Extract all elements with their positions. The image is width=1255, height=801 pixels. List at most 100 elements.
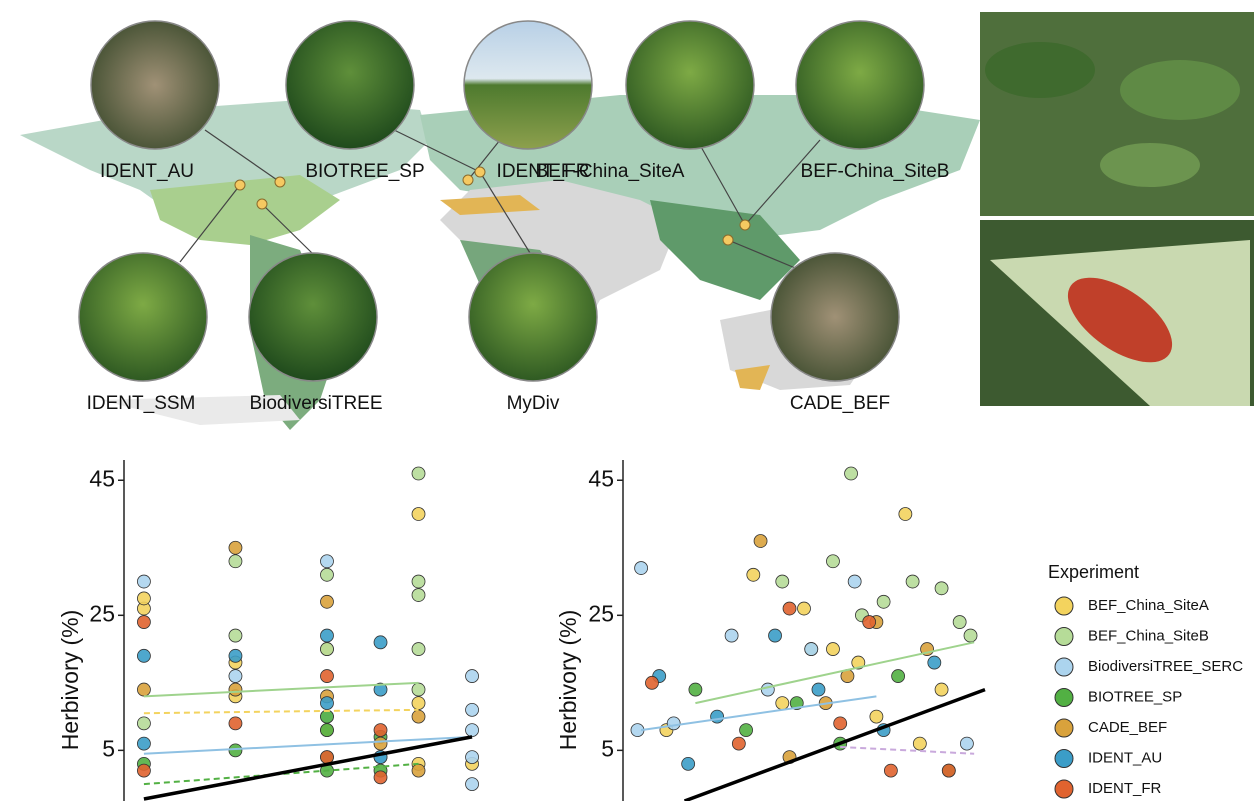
point: [724, 628, 739, 643]
point: [898, 507, 913, 521]
point: [411, 507, 426, 521]
point: [844, 466, 858, 481]
point: [137, 648, 151, 663]
point: [847, 574, 862, 589]
legend-label: IDENT_FR: [1088, 780, 1162, 797]
fit-line: [683, 687, 986, 801]
legend-marker: [1054, 627, 1074, 646]
site-label: BEF-China_SiteB: [801, 161, 950, 182]
point: [137, 615, 151, 629]
legend-title: Experiment: [1048, 562, 1139, 582]
point: [681, 756, 696, 771]
site-labels: IDENT_AU BIOTREE_SP IDENT_FRBEF-China_Site…: [87, 161, 950, 414]
point: [320, 554, 334, 569]
legend-label: BiodiversiTREE_SERC: [1088, 658, 1243, 675]
point: [731, 736, 746, 751]
point: [963, 628, 978, 643]
point: [228, 743, 243, 758]
point: [228, 540, 243, 555]
point: [373, 723, 388, 737]
point: [373, 682, 388, 697]
point: [826, 642, 840, 656]
site-label: IDENT_AU: [100, 161, 194, 182]
point: [137, 574, 151, 589]
y-tick-label: 45: [89, 465, 115, 491]
point: [320, 594, 334, 609]
fit-line: [143, 735, 473, 755]
point: [912, 736, 927, 751]
site-label: IDENT_FR: [497, 161, 590, 182]
plot: [630, 466, 986, 801]
legend-label: BEF_China_SiteA: [1088, 597, 1209, 614]
site-photos: [78, 20, 925, 382]
point: [782, 601, 797, 616]
point: [137, 763, 151, 778]
point: [228, 716, 243, 731]
point: [645, 675, 659, 690]
site-dots: [234, 166, 751, 246]
point: [768, 628, 782, 643]
point: [891, 669, 906, 683]
point: [373, 635, 388, 650]
point: [411, 642, 426, 656]
point: [411, 763, 426, 778]
point: [905, 574, 920, 589]
point: [320, 628, 334, 643]
legend-label: CADE_BEF: [1088, 719, 1167, 736]
point: [862, 615, 877, 629]
point: [746, 567, 761, 582]
point: [804, 642, 819, 656]
point: [228, 628, 243, 643]
point: [688, 682, 703, 697]
point: [833, 716, 848, 731]
legend-marker: [1054, 596, 1074, 616]
y-tick-label: 45: [588, 465, 614, 491]
point: [465, 723, 479, 737]
fit-line: [840, 745, 975, 755]
point: [137, 736, 151, 751]
point: [710, 709, 725, 724]
fit-line: [695, 641, 975, 705]
point: [373, 736, 388, 751]
point: [228, 554, 243, 569]
legend-marker: [1054, 688, 1074, 707]
point: [411, 574, 426, 589]
point: [373, 770, 388, 785]
point: [411, 709, 426, 724]
y-axis-label: Herbivory (%): [57, 610, 83, 751]
point: [934, 581, 949, 596]
y-axis-label: Herbivory (%): [555, 610, 581, 751]
fit-line: [143, 735, 473, 801]
point: [934, 682, 949, 697]
point: [811, 682, 826, 697]
fit-line: [143, 762, 419, 786]
y-tick-label: 5: [601, 735, 614, 761]
site-connectors: [179, 127, 821, 271]
point: [228, 669, 243, 683]
y-tick-label: 25: [89, 600, 115, 626]
point: [411, 588, 426, 602]
point: [760, 682, 775, 697]
point: [320, 567, 334, 582]
point: [797, 601, 811, 616]
site-label: IDENT_SSM: [87, 393, 196, 414]
point: [666, 716, 681, 731]
site-label: MyDiv: [507, 393, 560, 414]
point: [320, 642, 334, 656]
point: [634, 561, 648, 575]
point: [465, 777, 479, 792]
site-label: BiodiversiTREE: [249, 393, 382, 414]
point: [775, 574, 790, 589]
point: [465, 750, 479, 765]
point: [137, 591, 151, 606]
point: [941, 763, 956, 778]
point: [228, 682, 243, 697]
point: [952, 615, 967, 629]
point: [320, 669, 334, 683]
point: [869, 709, 884, 724]
site-label: CADE_BEF: [790, 393, 890, 414]
fit-line: [143, 708, 419, 715]
point: [753, 534, 768, 548]
fit-line: [640, 695, 877, 732]
point: [826, 554, 840, 569]
